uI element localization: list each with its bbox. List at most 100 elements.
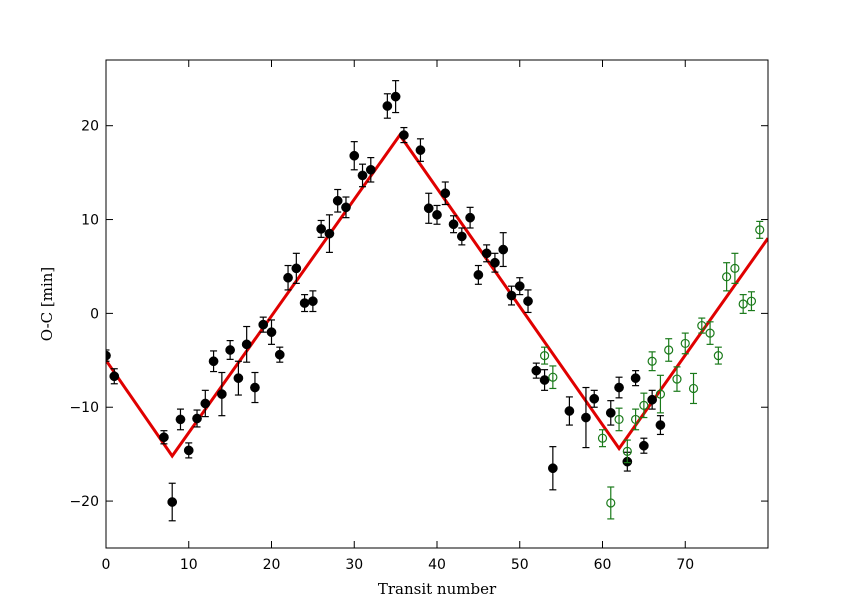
- data-marker: [192, 413, 202, 424]
- filled-point-57: [655, 415, 666, 436]
- data-marker: [183, 445, 194, 456]
- x-tick-label: 20: [263, 557, 281, 573]
- plot-area: [106, 80, 768, 522]
- filled-point-7: [200, 389, 211, 418]
- open-point-5: [622, 439, 632, 464]
- y-tick-label: −20: [69, 494, 99, 510]
- data-marker: [655, 389, 666, 399]
- data-marker: [539, 351, 550, 361]
- filled-point-33: [432, 204, 442, 225]
- open-point-4: [614, 407, 624, 432]
- data-marker: [423, 203, 434, 214]
- data-marker: [266, 327, 277, 338]
- data-marker: [415, 145, 426, 155]
- open-point-2: [597, 429, 608, 448]
- open-point-18: [730, 252, 740, 284]
- data-marker: [274, 349, 285, 360]
- open-point-21: [755, 220, 765, 239]
- data-marker: [746, 296, 757, 306]
- data-marker: [473, 270, 484, 280]
- data-marker: [382, 101, 393, 111]
- filled-point-35: [448, 215, 459, 234]
- data-marker: [465, 212, 475, 223]
- open-point-16: [713, 346, 723, 365]
- open-point-10: [664, 338, 674, 362]
- data-marker: [655, 420, 666, 430]
- data-marker: [680, 338, 690, 349]
- x-tick-label: 60: [594, 557, 612, 573]
- data-marker: [606, 498, 616, 508]
- open-point-20: [746, 291, 757, 312]
- open-point-3: [606, 486, 616, 520]
- y-tick-label: −10: [69, 400, 99, 416]
- data-marker: [597, 433, 608, 443]
- filled-point-51: [605, 400, 616, 426]
- filled-point-46: [539, 369, 550, 391]
- data-marker: [605, 408, 616, 418]
- data-marker: [672, 374, 682, 384]
- filled-point-22: [324, 214, 335, 253]
- open-point-17: [722, 262, 732, 292]
- filled-point-29: [390, 80, 401, 114]
- open-point-13: [688, 372, 699, 405]
- data-marker: [664, 345, 674, 355]
- filled-point-12: [241, 325, 252, 363]
- open-point-12: [680, 332, 690, 355]
- filled-point-38: [473, 264, 484, 285]
- y-tick-label: 10: [81, 213, 99, 229]
- data-marker: [217, 389, 227, 399]
- filled-point-36: [456, 227, 467, 246]
- data-marker: [159, 432, 169, 443]
- data-marker: [316, 224, 326, 234]
- open-point-14: [697, 317, 707, 334]
- data-marker: [258, 319, 269, 330]
- filled-point-49: [581, 386, 591, 449]
- filled-point-47: [548, 446, 558, 491]
- data-marker: [564, 406, 575, 416]
- data-marker: [456, 231, 467, 242]
- open-point-8: [647, 351, 657, 372]
- data-marker: [738, 299, 748, 309]
- data-marker: [523, 296, 533, 307]
- data-marker: [109, 371, 120, 382]
- filled-point-37: [465, 206, 475, 229]
- x-axis-label: Transit number: [378, 580, 497, 598]
- filled-point-39: [481, 244, 492, 263]
- data-marker: [490, 257, 500, 268]
- y-axis-label: O-C [min]: [38, 267, 56, 342]
- data-marker: [448, 219, 459, 230]
- data-marker: [630, 414, 641, 425]
- filled-point-32: [423, 192, 434, 224]
- filled-point-54: [630, 370, 641, 387]
- data-marker: [299, 298, 310, 308]
- filled-point-31: [415, 138, 426, 162]
- y-tick-label: 20: [81, 119, 99, 135]
- data-marker: [647, 394, 658, 405]
- data-marker: [498, 244, 509, 255]
- axis-ticks: [105, 60, 768, 548]
- x-tick-label: 40: [428, 557, 446, 573]
- data-marker: [200, 398, 211, 409]
- filled-point-16: [274, 346, 285, 363]
- filled-point-11: [233, 360, 244, 396]
- data-marker: [241, 339, 252, 350]
- filled-point-3: [167, 482, 178, 522]
- open-point-19: [738, 294, 748, 314]
- data-marker: [755, 225, 765, 235]
- open-point-0: [539, 346, 550, 365]
- open-point-1: [548, 365, 558, 390]
- data-marker: [622, 446, 632, 456]
- filled-point-2: [159, 430, 169, 445]
- filled-point-48: [564, 396, 575, 426]
- data-marker: [614, 414, 624, 425]
- data-marker: [514, 281, 525, 292]
- data-marker: [688, 383, 699, 394]
- open-point-7: [639, 392, 649, 419]
- filled-point-28: [382, 93, 393, 119]
- data-marker: [713, 351, 723, 361]
- filled-point-42: [506, 285, 517, 306]
- filled-point-40: [490, 252, 500, 273]
- data-marker: [481, 248, 492, 259]
- filled-point-13: [250, 371, 260, 404]
